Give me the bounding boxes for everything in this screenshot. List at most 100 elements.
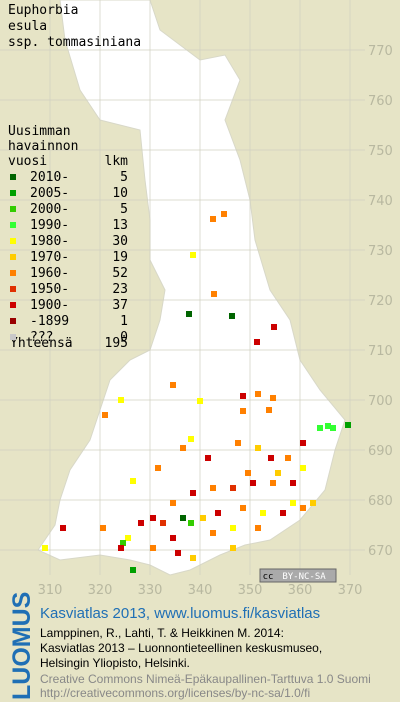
legend-label: 1990- [30,218,69,233]
observation [235,440,241,446]
observation [230,485,236,491]
observation [211,291,217,297]
observation [188,520,194,526]
observation [170,382,176,388]
observation [280,510,286,516]
y-tick-label: 740 [368,194,393,209]
observation [240,393,246,399]
observation [230,525,236,531]
y-tick-label: 760 [368,94,393,109]
y-tick-label: 720 [368,294,393,309]
legend-swatch [10,286,16,292]
observation [118,397,124,403]
license-badge: cc BY-NC-SA [259,568,337,583]
observation [268,455,274,461]
legend-swatch [10,270,16,276]
grid: 310 320 330 340 350 360 3707707607507407307207… [0,0,393,598]
observation [130,567,136,573]
legend-count: 5 [120,202,128,217]
legend-count: 37 [112,298,128,313]
y-tick-label: 710 [368,344,393,359]
observation [271,324,277,330]
observation [270,480,276,486]
legend-label: 1960- [30,266,69,281]
legend-label: 1950- [30,282,69,297]
observation [290,500,296,506]
headline: Kasviatlas 2013, www.luomus.fi/kasviatla… [40,605,320,622]
observation [188,436,194,442]
badge-cc: cc [263,572,274,582]
observation [285,455,291,461]
y-tick-label: 730 [368,244,393,259]
observation [210,216,216,222]
observation [120,540,126,546]
legend-swatch [10,318,16,324]
observation [330,425,336,431]
legend-swatch [10,174,16,180]
finland-outline [37,0,346,576]
legend-label: -1899 [30,314,69,329]
legend-header: Uusimman [8,124,71,139]
x-tick-label: 340 [188,583,213,598]
license: http://creativecommons.org/licenses/by-n… [40,686,310,700]
legend-count: 13 [112,218,128,233]
observation [130,478,136,484]
observation [205,455,211,461]
observation [42,545,48,551]
legend-label: ??? [30,330,53,345]
title-line: ssp. tommasiniana [8,35,141,50]
title-line: Euphorbia [8,3,78,18]
observation [245,470,251,476]
citation: Helsingin Yliopisto, Helsinki. [40,656,190,670]
observation [197,398,203,404]
legend-count: 5 [120,170,128,185]
legend-count: 52 [112,266,128,281]
badge-text: BY-NC-SA [282,572,326,582]
observation [240,408,246,414]
observation [190,490,196,496]
observation [175,550,181,556]
legend-count: 23 [112,282,128,297]
footer: LUOMUS Kasviatlas 2013, www.luomus.fi/ka… [8,592,371,700]
observation [290,480,296,486]
y-tick-label: 690 [368,444,393,459]
observation [100,525,106,531]
legend-column: vuosi [8,154,47,169]
legend-total: 195 [105,336,128,351]
observation [300,465,306,471]
observation [190,555,196,561]
observation [125,535,131,541]
observation [325,423,331,429]
observation [270,395,276,401]
citation: Lamppinen, R., Lahti, T. & Heikkinen M. … [40,626,284,640]
observation [210,530,216,536]
observation [255,445,261,451]
legend: Uusimman havainnon vuosi lkm Yhteensä 19… [8,124,128,351]
x-tick-label: 360 [288,583,313,598]
observation [138,520,144,526]
legend-swatch [10,254,16,260]
legend-count: 30 [112,234,128,249]
legend-swatch [10,190,16,196]
observation [210,485,216,491]
license: Creative Commons Nimeä-Epäkaupallinen-Ta… [40,672,371,686]
observation [317,425,323,431]
y-tick-label: 700 [368,394,393,409]
observation [345,422,351,428]
observation [255,525,261,531]
observation [250,480,256,486]
y-tick-label: 750 [368,144,393,159]
legend-count: 19 [112,250,128,265]
y-tick-label: 680 [368,494,393,509]
title-line: esula [8,19,47,34]
observation [186,311,192,317]
observation [102,412,108,418]
observation [300,505,306,511]
legend-column: lkm [105,154,129,169]
observation [275,470,281,476]
observation [150,545,156,551]
legend-swatch [10,206,16,212]
title: Euphorbia esula ssp. tommasiniana [8,3,141,50]
legend-label: 2010- [30,170,69,185]
observation [215,510,221,516]
